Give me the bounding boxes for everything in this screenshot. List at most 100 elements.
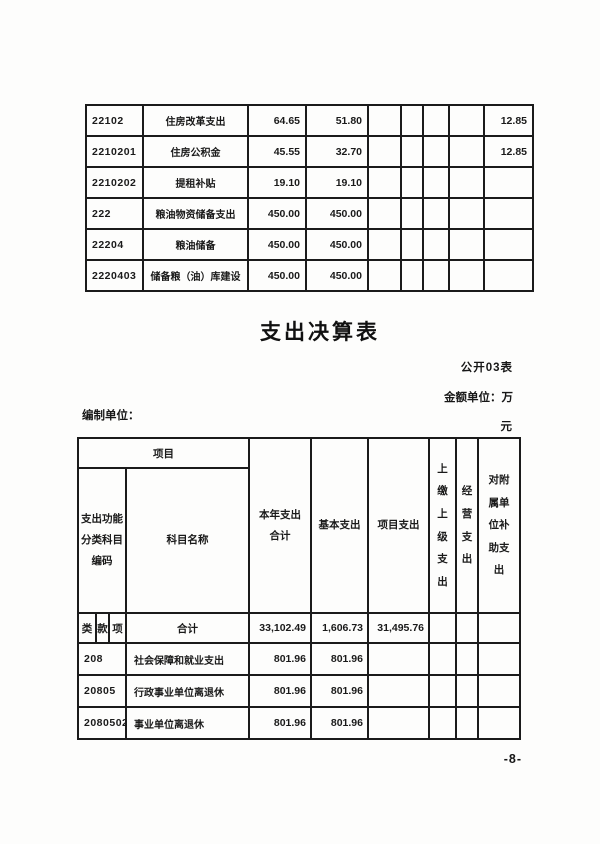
header-row-sub: 支出功能 分类科目 编码 科目名称 [77, 467, 520, 614]
amount-cell: 801.96 [310, 706, 369, 740]
empty-cell [455, 642, 479, 676]
table-row: 208 社会保障和就业支出 801.96 801.96 [77, 642, 521, 676]
empty-cell [477, 706, 521, 740]
table-row: 20805 行政事业单位离退休 801.96 801.96 [77, 674, 521, 708]
class-label: 类 [77, 612, 97, 644]
empty-cell [483, 197, 534, 230]
empty-cell [483, 166, 534, 199]
empty-cell [422, 259, 450, 292]
subject-cell: 社会保障和就业支出 [125, 642, 250, 676]
header-subject-name: 科目名称 [125, 467, 250, 614]
empty-cell [400, 259, 424, 292]
empty-cell [428, 706, 457, 740]
empty-cell [483, 228, 534, 261]
amount-cell: 450.00 [247, 197, 307, 230]
subject-cell: 提租补贴 [142, 166, 249, 199]
empty-cell [448, 259, 485, 292]
code-cell: 22204 [85, 228, 144, 261]
amount-cell: 450.00 [305, 259, 369, 292]
amount-cell: 45.55 [247, 135, 307, 168]
amount-cell: 450.00 [247, 228, 307, 261]
empty-cell [400, 104, 424, 137]
amount-cell: 19.10 [305, 166, 369, 199]
amount-unit-label-line1: 金额单位：万 [444, 392, 513, 404]
amount-cell: 12.85 [483, 104, 534, 137]
amount-cell: 33,102.49 [248, 612, 312, 644]
empty-cell [367, 166, 402, 199]
expenditure-table: 项目 本年支出 合计 基本支出 项目支出 上 缴 上 级 支 出 经 营 支 出… [77, 437, 521, 740]
empty-cell [428, 642, 457, 676]
amount-cell: 801.96 [310, 642, 369, 676]
item-label: 项 [108, 612, 127, 644]
empty-cell [448, 104, 485, 137]
empty-cell [367, 642, 430, 676]
table-row: 2080502 事业单位离退休 801.96 801.96 [77, 706, 521, 740]
table-row: 22204 粮油储备 450.00 450.00 [85, 228, 534, 261]
amount-cell: 12.85 [483, 135, 534, 168]
table-row: 222 粮油物资储备支出 450.00 450.00 [85, 197, 534, 230]
amount-cell: 801.96 [248, 642, 312, 676]
subject-cell: 事业单位离退休 [125, 706, 250, 740]
empty-cell [455, 674, 479, 708]
header-row-project: 项目 本年支出 合计 基本支出 项目支出 上 缴 上 级 支 出 经 营 支 出… [77, 437, 521, 614]
grand-total-row: 类 款 项 合计 33,102.49 1,606.73 31,495.76 [77, 612, 521, 644]
empty-cell [422, 228, 450, 261]
amount-unit-label-line2: 元 [500, 421, 513, 433]
empty-cell [367, 706, 430, 740]
total-label: 合计 [125, 612, 250, 644]
subject-cell: 粮油储备 [142, 228, 249, 261]
empty-cell [367, 135, 402, 168]
empty-cell [455, 706, 479, 740]
amount-cell: 450.00 [247, 259, 307, 292]
empty-cell [367, 259, 402, 292]
empty-cell [422, 166, 450, 199]
amount-cell: 450.00 [305, 228, 369, 261]
code-cell: 222 [85, 197, 144, 230]
table-row: 2210201 住房公积金 45.55 32.70 12.85 [85, 135, 534, 168]
empty-cell [448, 228, 485, 261]
empty-cell [367, 104, 402, 137]
header-operating-expense: 经 营 支 出 [455, 437, 479, 614]
empty-cell [400, 135, 424, 168]
empty-cell [428, 674, 457, 708]
empty-cell [367, 228, 402, 261]
empty-cell [483, 259, 534, 292]
amount-cell: 1,606.73 [310, 612, 369, 644]
prepared-by-label: 编制单位： [82, 410, 140, 422]
empty-cell [448, 197, 485, 230]
page-title: 支出决算表 [260, 321, 380, 344]
page-number: -8- [503, 752, 522, 766]
subject-cell: 住房公积金 [142, 135, 249, 168]
header-year-total: 本年支出 合计 [248, 437, 312, 614]
empty-cell [422, 104, 450, 137]
amount-cell: 801.96 [310, 674, 369, 708]
amount-cell: 801.96 [248, 674, 312, 708]
empty-cell [477, 674, 521, 708]
amount-cell: 32.70 [305, 135, 369, 168]
amount-cell: 64.65 [247, 104, 307, 137]
amount-cell: 450.00 [305, 197, 369, 230]
amount-cell: 51.80 [305, 104, 369, 137]
code-cell: 208 [77, 642, 127, 676]
code-cell: 20805 [77, 674, 127, 708]
empty-cell [455, 612, 479, 644]
code-cell: 2210201 [85, 135, 144, 168]
empty-cell [428, 612, 457, 644]
subject-cell: 住房改革支出 [142, 104, 249, 137]
amount-cell: 31,495.76 [367, 612, 430, 644]
header-pay-to-upper-level: 上 缴 上 级 支 出 [428, 437, 457, 614]
code-cell: 22102 [85, 104, 144, 137]
header-function-code: 支出功能 分类科目 编码 [77, 467, 127, 614]
top-table-continuation: 22102 住房改革支出 64.65 51.80 12.85 2210201 住… [85, 104, 534, 292]
empty-cell [422, 135, 450, 168]
section-label: 款 [95, 612, 110, 644]
empty-cell [367, 674, 430, 708]
code-cell: 2210202 [85, 166, 144, 199]
subject-cell: 粮油物资储备支出 [142, 197, 249, 230]
header-subsidy-to-affiliates: 对附 属单 位补 助支 出 [477, 437, 521, 614]
subject-cell: 行政事业单位离退休 [125, 674, 250, 708]
empty-cell [400, 228, 424, 261]
empty-cell [400, 166, 424, 199]
empty-cell [422, 197, 450, 230]
